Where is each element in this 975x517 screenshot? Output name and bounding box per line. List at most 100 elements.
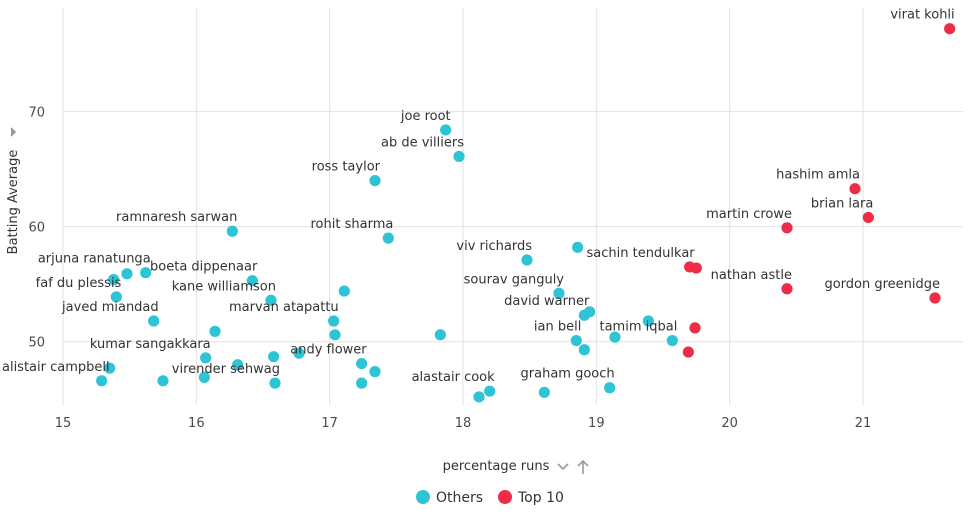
- data-point-others[interactable]: [209, 325, 221, 337]
- data-point-others[interactable]: [369, 366, 381, 378]
- point-label: kane williamson: [172, 279, 276, 294]
- legend: Others Top 10: [416, 490, 564, 506]
- data-point-others[interactable]: [356, 357, 368, 370]
- axis-ticks: 50 60 70 15 16 17 18 19 20 21: [28, 106, 871, 431]
- data-point-others[interactable]: [453, 150, 465, 163]
- data-point-others[interactable]: [356, 377, 368, 389]
- x-tick-label: 15: [55, 416, 72, 431]
- data-point-top-10[interactable]: [849, 183, 861, 195]
- data-point-others[interactable]: [642, 315, 654, 327]
- y-tick-label: 70: [28, 106, 45, 121]
- data-point-others[interactable]: [200, 352, 212, 364]
- data-point-others[interactable]: [521, 254, 533, 266]
- data-point-others[interactable]: [246, 275, 258, 287]
- legend-label-top-10[interactable]: Top 10: [517, 490, 564, 506]
- point-label: gordon greenidge: [824, 277, 940, 292]
- legend-swatch-others[interactable]: [416, 490, 430, 504]
- data-point-others[interactable]: [440, 124, 452, 136]
- data-point-others[interactable]: [104, 362, 116, 374]
- point-label: nathan astle: [711, 268, 792, 283]
- point-label: david warner: [504, 294, 590, 309]
- point-label: viv richards: [456, 239, 532, 254]
- data-point-others[interactable]: [329, 329, 341, 341]
- data-point-others[interactable]: [140, 267, 152, 279]
- data-point-top-10[interactable]: [929, 292, 941, 304]
- point-label: ross taylor: [312, 160, 381, 175]
- point-label: joe root: [400, 109, 451, 124]
- data-point-others[interactable]: [157, 375, 169, 387]
- chevron-right-icon[interactable]: [10, 127, 17, 137]
- point-label: ramnaresh sarwan: [116, 210, 237, 225]
- data-point-others[interactable]: [268, 351, 280, 363]
- data-point-others[interactable]: [293, 347, 305, 359]
- x-axis-title-group[interactable]: percentage runs: [443, 459, 589, 474]
- data-point-top-10[interactable]: [862, 211, 874, 224]
- data-point-top-10[interactable]: [689, 322, 701, 334]
- data-point-others[interactable]: [369, 175, 381, 187]
- point-label: andy flower: [290, 343, 367, 358]
- data-point-others[interactable]: [226, 225, 238, 237]
- data-point-others[interactable]: [553, 287, 565, 299]
- x-tick-label: 17: [321, 416, 338, 431]
- data-point-others[interactable]: [121, 268, 133, 280]
- y-tick-label: 60: [28, 221, 45, 236]
- point-label: arjuna ranatunga: [38, 252, 151, 267]
- data-point-others[interactable]: [232, 359, 244, 371]
- point-label: brian lara: [811, 196, 873, 211]
- data-point-top-10[interactable]: [682, 346, 694, 358]
- data-point-others[interactable]: [148, 315, 160, 327]
- point-label: marvan atapattu: [229, 300, 339, 315]
- point-label: alistair campbell: [2, 360, 110, 375]
- legend-label-others[interactable]: Others: [436, 490, 483, 506]
- point-label: ab de villiers: [381, 135, 464, 150]
- x-tick-label: 19: [588, 416, 605, 431]
- data-point-top-10[interactable]: [781, 222, 793, 234]
- y-axis-title[interactable]: Batting Average: [6, 150, 21, 255]
- data-point-others[interactable]: [570, 334, 582, 347]
- data-point-others[interactable]: [666, 334, 678, 347]
- data-point-others[interactable]: [604, 382, 616, 394]
- data-point-top-10[interactable]: [781, 283, 793, 295]
- data-point-top-10[interactable]: [690, 262, 702, 274]
- data-point-others[interactable]: [110, 291, 122, 303]
- point-label: alastair cook: [412, 370, 496, 385]
- x-tick-label: 21: [855, 416, 872, 431]
- y-axis-title-group[interactable]: Batting Average: [6, 127, 21, 255]
- data-point-others[interactable]: [328, 315, 340, 327]
- data-point-others[interactable]: [538, 386, 550, 398]
- data-point-others[interactable]: [578, 344, 590, 356]
- data-point-others[interactable]: [198, 371, 210, 383]
- x-axis-title[interactable]: percentage runs: [443, 459, 550, 474]
- point-label: kumar sangakkara: [90, 337, 211, 352]
- legend-swatch-top-10[interactable]: [498, 490, 512, 504]
- data-point-top-10[interactable]: [944, 23, 956, 35]
- x-tick-label: 18: [455, 416, 472, 431]
- data-point-others[interactable]: [108, 273, 120, 286]
- data-point-others[interactable]: [96, 375, 108, 387]
- point-label: sourav ganguly: [464, 272, 565, 287]
- y-tick-label: 50: [28, 336, 45, 351]
- sort-arrow-up-icon[interactable]: [577, 459, 589, 474]
- data-point-others[interactable]: [578, 309, 590, 321]
- data-point-others[interactable]: [434, 329, 446, 341]
- data-point-others[interactable]: [338, 285, 350, 297]
- data-point-others[interactable]: [484, 385, 496, 397]
- point-label: virat kohli: [890, 8, 954, 23]
- data-point-others[interactable]: [572, 241, 584, 253]
- data-points[interactable]: [96, 23, 956, 403]
- point-label: rohit sharma: [311, 217, 394, 232]
- data-point-others[interactable]: [269, 377, 281, 389]
- point-label: graham gooch: [521, 367, 615, 382]
- point-label: hashim amla: [776, 168, 860, 183]
- data-point-others[interactable]: [265, 294, 277, 306]
- data-point-others[interactable]: [382, 232, 394, 244]
- point-label: ian bell: [534, 320, 581, 335]
- point-label: martin crowe: [706, 207, 792, 222]
- chevron-down-icon[interactable]: [557, 463, 569, 471]
- data-point-others[interactable]: [473, 391, 485, 403]
- data-point-others[interactable]: [609, 331, 621, 343]
